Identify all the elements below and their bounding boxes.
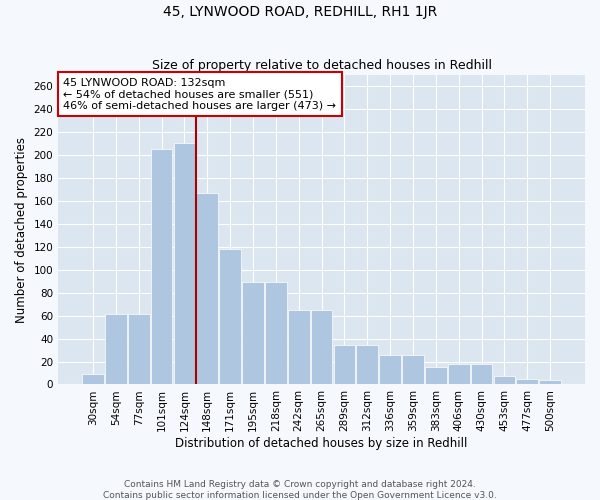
Bar — [151, 149, 172, 384]
Bar — [494, 376, 515, 384]
Bar — [448, 364, 470, 384]
Bar — [242, 282, 264, 384]
Text: 45, LYNWOOD ROAD, REDHILL, RH1 1JR: 45, LYNWOOD ROAD, REDHILL, RH1 1JR — [163, 5, 437, 19]
Bar — [356, 346, 378, 385]
Bar — [105, 314, 127, 384]
Bar — [311, 310, 332, 384]
Bar — [265, 282, 287, 384]
Bar — [517, 378, 538, 384]
Bar — [128, 314, 149, 384]
Bar — [539, 380, 561, 384]
Text: Contains HM Land Registry data © Crown copyright and database right 2024.
Contai: Contains HM Land Registry data © Crown c… — [103, 480, 497, 500]
Bar — [196, 193, 218, 384]
Title: Size of property relative to detached houses in Redhill: Size of property relative to detached ho… — [152, 59, 491, 72]
Bar — [379, 354, 401, 384]
Bar — [402, 354, 424, 384]
Text: 45 LYNWOOD ROAD: 132sqm
← 54% of detached houses are smaller (551)
46% of semi-d: 45 LYNWOOD ROAD: 132sqm ← 54% of detache… — [64, 78, 337, 111]
Bar — [173, 144, 195, 384]
Bar — [334, 346, 355, 385]
Bar — [288, 310, 310, 384]
Bar — [219, 249, 241, 384]
X-axis label: Distribution of detached houses by size in Redhill: Distribution of detached houses by size … — [175, 437, 468, 450]
Bar — [82, 374, 104, 384]
Bar — [471, 364, 493, 384]
Y-axis label: Number of detached properties: Number of detached properties — [15, 136, 28, 322]
Bar — [425, 367, 447, 384]
